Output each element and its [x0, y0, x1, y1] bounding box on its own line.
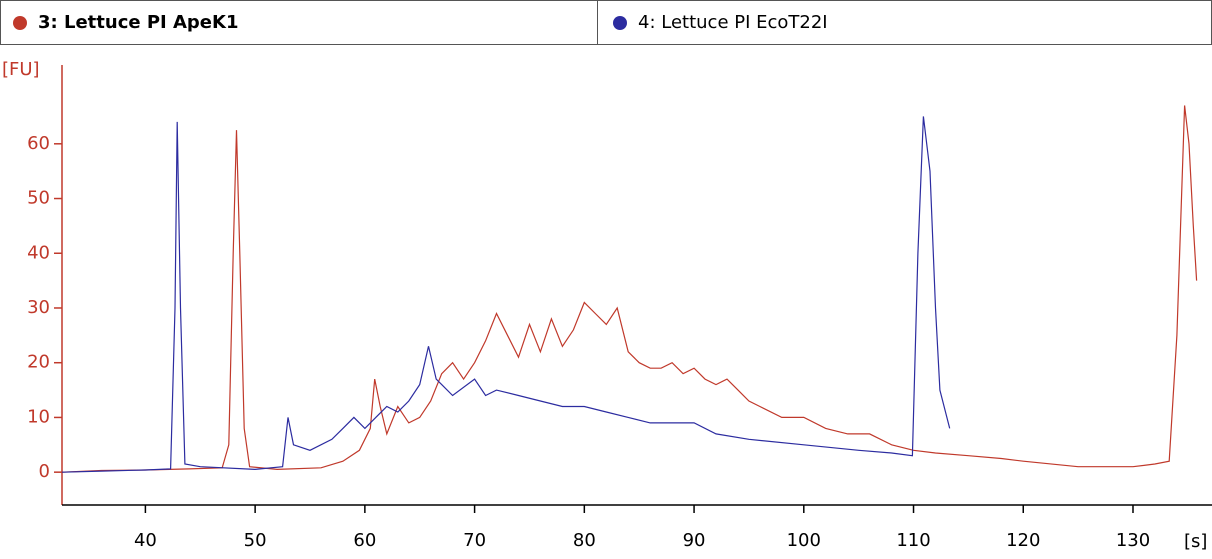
y-tick-label: 30 — [27, 297, 50, 318]
x-tick-label: 80 — [573, 530, 596, 551]
series-line — [61, 116, 951, 473]
legend-box — [597, 0, 1212, 45]
series-line — [61, 105, 1198, 473]
y-tick-label: 0 — [39, 461, 50, 482]
x-tick-label: 50 — [244, 530, 267, 551]
y-tick-label: 50 — [27, 188, 50, 209]
x-tick-label: 90 — [683, 530, 706, 551]
y-tick-label: 10 — [27, 406, 50, 427]
legend-marker — [613, 16, 627, 30]
x-tick-label: 70 — [463, 530, 486, 551]
x-tick-label: 130 — [1116, 530, 1150, 551]
x-tick-label: 100 — [787, 530, 821, 551]
legend-marker — [13, 16, 27, 30]
y-tick-label: 60 — [27, 133, 50, 154]
legend-box — [0, 0, 598, 45]
y-tick-label: 40 — [27, 242, 50, 263]
y-tick-label: 20 — [27, 352, 50, 373]
y-axis-label: [FU] — [2, 59, 40, 80]
x-axis-label: [s] — [1184, 531, 1207, 552]
x-tick-label: 40 — [134, 530, 157, 551]
legend-label: 3: Lettuce PI ApeK1 — [38, 12, 239, 33]
x-tick-label: 110 — [896, 530, 930, 551]
legend-label: 4: Lettuce PI EcoT22I — [638, 12, 828, 33]
x-tick-label: 60 — [353, 530, 376, 551]
x-tick-label: 120 — [1006, 530, 1040, 551]
